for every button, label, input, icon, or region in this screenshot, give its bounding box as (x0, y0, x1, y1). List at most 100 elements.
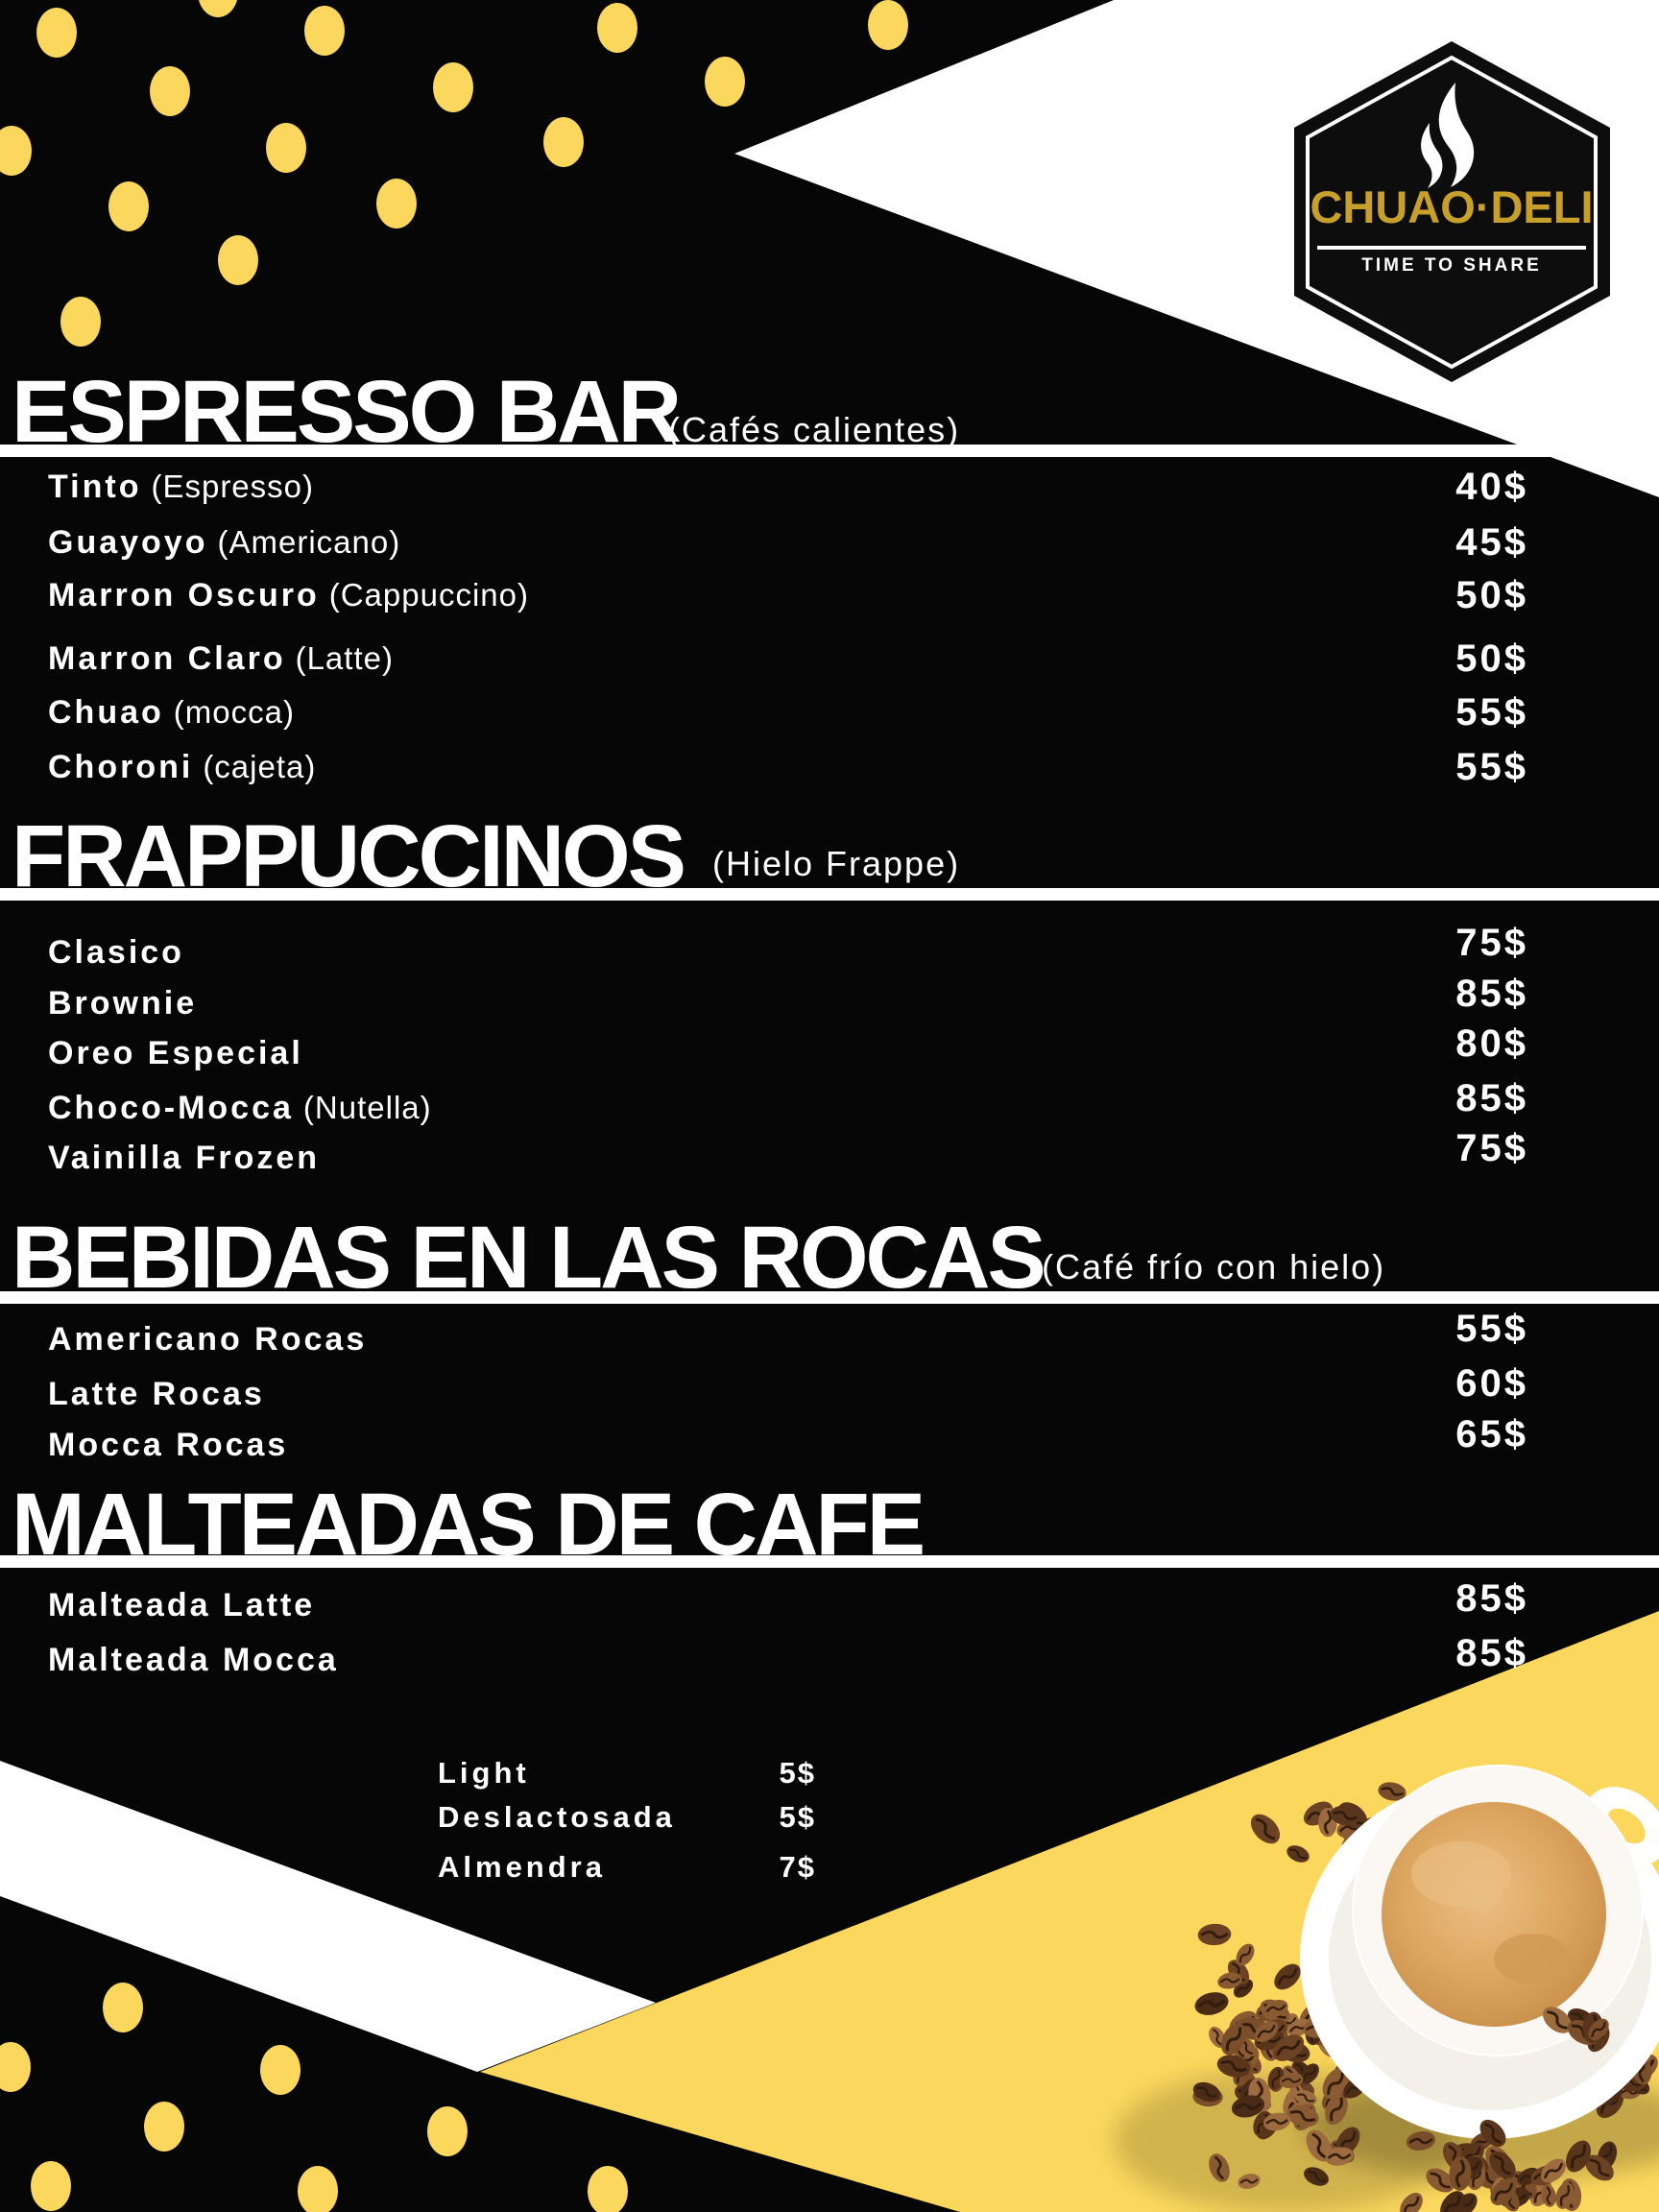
polka-dot (144, 2102, 184, 2152)
coffee-bean (1426, 2168, 1455, 2193)
section-title: BEBIDAS EN LAS ROCAS (12, 1209, 1046, 1307)
coffee-bean (1217, 1972, 1242, 1989)
section-subtitle: (Café frío con hielo) (1042, 1247, 1386, 1286)
menu-item-name: Vainilla Frozen (48, 1140, 321, 1176)
menu-item-name: Mocca Rocas (48, 1427, 289, 1463)
coffee-bean (1479, 2119, 1506, 2148)
addon-label: Almendra (438, 1850, 606, 1884)
menu-item-price: 75$ (1455, 922, 1528, 964)
menu-item-price: 80$ (1455, 1022, 1528, 1065)
menu-item-price: 75$ (1455, 1127, 1528, 1169)
polka-dot (597, 3, 637, 53)
menu-item-note: (mocca) (173, 694, 295, 730)
menu-item: Mocca Rocas (48, 1426, 288, 1471)
section-subtitle: (Hielo Frappe) (712, 844, 961, 883)
brand-tagline: TIME TO SHARE (1361, 255, 1542, 276)
polka-dot (705, 57, 745, 107)
menu-item-price: 85$ (1455, 973, 1528, 1015)
menu-item-name: Guayoyo (48, 524, 208, 561)
coffee-bean (1306, 2129, 1333, 2162)
coffee-bean (1490, 2178, 1517, 2205)
menu-item-name: Malteada Mocca (48, 1642, 339, 1678)
polka-dot (150, 66, 190, 116)
bottom-white-stripe (0, 1761, 656, 2072)
coffee-bean (1192, 2081, 1221, 2103)
menu-item: Malteada Latte (48, 1586, 315, 1631)
coffee-bean (1263, 1999, 1288, 2018)
polka-dot (0, 126, 32, 176)
menu-item: Clasico (48, 933, 184, 978)
menu-item-name: Tinto (48, 469, 142, 505)
menu-item: Guayoyo (Americano) (48, 523, 400, 568)
section-divider (0, 445, 1659, 457)
coffee-bean (1543, 2007, 1572, 2033)
menu-item-price: 85$ (1455, 1632, 1528, 1674)
menu-item-price: 50$ (1455, 574, 1528, 616)
menu-item-note: (Nutella) (302, 1090, 432, 1125)
menu-item-note: (Americano) (217, 524, 401, 560)
menu-item: Choroni (cajeta) (48, 748, 316, 793)
section-divider (0, 888, 1659, 901)
addon-label: Light (438, 1756, 530, 1790)
coffee-bean (1555, 2182, 1575, 2209)
addon-price: 5$ (779, 1800, 816, 1834)
addon-price: 5$ (779, 1756, 816, 1790)
polka-dot (31, 2161, 71, 2211)
coffee-bean (1272, 2034, 1305, 2061)
polka-dot (298, 2166, 338, 2212)
coffee-bean (1279, 2072, 1304, 2089)
polka-dot (376, 179, 417, 228)
menu-item-price: 50$ (1455, 637, 1528, 680)
menu-item-note: (Latte) (295, 640, 394, 676)
coffee-bean (1238, 2174, 1261, 2189)
menu-item-price: 45$ (1455, 521, 1528, 564)
menu-item-note: (Cappuccino) (328, 577, 529, 613)
polka-dot (304, 6, 345, 56)
coffee-bean (1378, 1782, 1407, 1801)
coffee-bean (1231, 2095, 1265, 2118)
menu-item-price: 55$ (1455, 691, 1528, 733)
menu-item-name: Chuao (48, 694, 164, 731)
coffee-bean (1209, 2153, 1230, 2182)
coffee-bean (1294, 2089, 1317, 2106)
section-title: MALTEADAS DE CAFE (12, 1476, 926, 1574)
menu-item-name: Oreo Especial (48, 1035, 303, 1071)
coffee-bean (1267, 2066, 1285, 2091)
coffee-bean (1304, 2167, 1329, 2186)
menu-item-name: Clasico (48, 934, 184, 971)
coffee-bean (1325, 2093, 1348, 2126)
polka-dot (218, 235, 258, 285)
coffee-photo (1114, 1765, 1659, 2212)
polka-dot (108, 181, 149, 231)
polka-dot (588, 2166, 628, 2212)
coffee-bean (1300, 2063, 1319, 2084)
coffee-bean (1286, 1845, 1310, 1863)
menu-item: Brownie (48, 984, 197, 1029)
polka-dot (60, 297, 101, 347)
polka-dot (36, 8, 77, 58)
polka-dot (433, 62, 473, 112)
polka-dots-bottom (0, 1983, 628, 2212)
coffee-bean (1588, 2018, 1609, 2041)
menu-item: Americano Rocas (48, 1320, 367, 1365)
menu-item: Marron Claro (Latte) (48, 639, 394, 685)
coffee-bean (1286, 2104, 1319, 2128)
menu-item: Chuao (mocca) (48, 693, 295, 738)
menu-item: Oreo Especial (48, 1034, 303, 1079)
menu-item-name: Choroni (48, 749, 194, 785)
menu-item-name: Brownie (48, 985, 198, 1022)
menu-item-name: Marron Claro (48, 640, 286, 677)
coffee-bean (1216, 2055, 1251, 2078)
coffee-bean (1585, 2154, 1614, 2181)
coffee-bean (1330, 1805, 1360, 1826)
menu-item-price: 85$ (1455, 1577, 1528, 1620)
section-title: ESPRESSO BAR (12, 363, 682, 461)
coffee-crema (1382, 1802, 1606, 2027)
polka-dots-top (0, 0, 908, 347)
menu-item: Latte Rocas (48, 1375, 265, 1420)
polka-dot (868, 0, 908, 50)
coffee-bean (1566, 2140, 1591, 2173)
polka-dot (266, 123, 306, 173)
